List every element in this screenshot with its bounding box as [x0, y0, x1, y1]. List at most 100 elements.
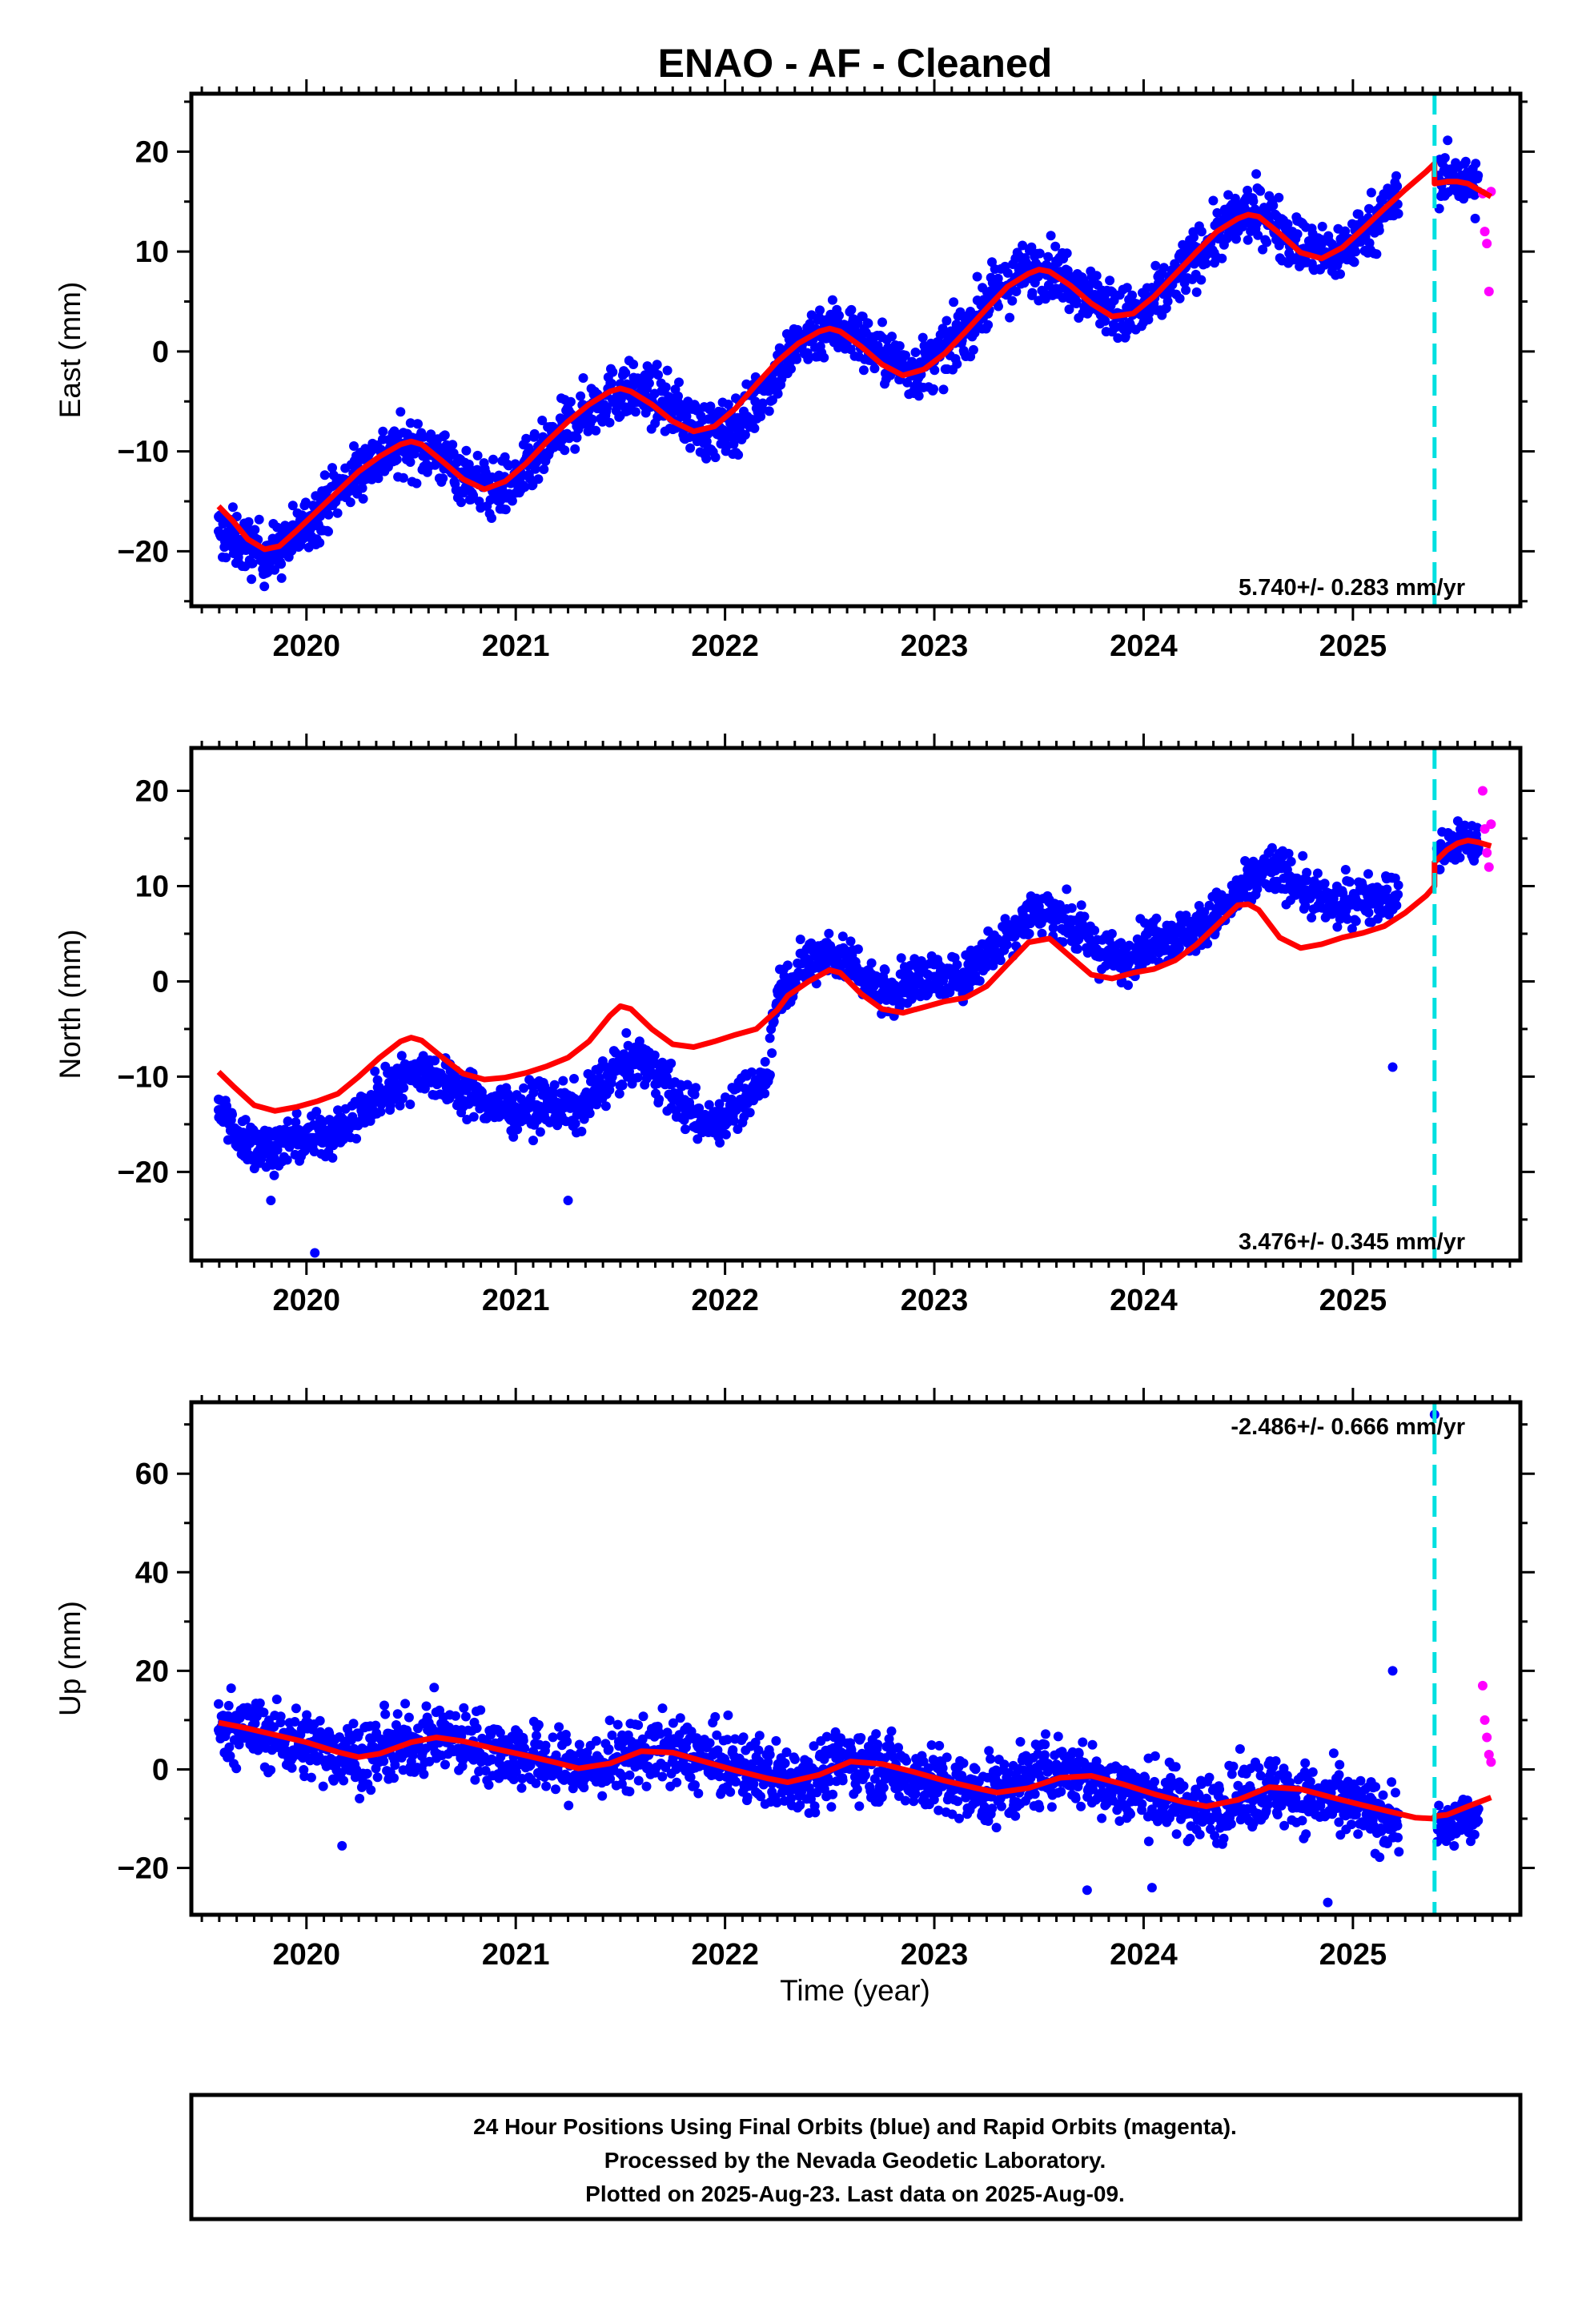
north-final-point: [1387, 1062, 1398, 1072]
east-final-point: [1005, 312, 1015, 323]
north-final-point: [682, 1080, 693, 1090]
east-final-point: [1371, 249, 1382, 259]
east-final-point: [1434, 203, 1444, 214]
east-final-point: [358, 493, 368, 504]
east-x-tick-label: 2022: [691, 629, 759, 663]
east-final-point: [606, 378, 616, 388]
north-final-point: [511, 1105, 521, 1116]
north-final-point: [528, 1088, 539, 1098]
up-final-point: [564, 1800, 574, 1811]
north-final-point: [699, 1119, 709, 1129]
east-final-point: [952, 359, 962, 369]
north-final-point: [1201, 919, 1211, 930]
north-final-point: [1106, 929, 1117, 939]
north-final-point: [395, 1100, 405, 1111]
north-rapid-point: [1482, 847, 1492, 858]
north-final-point: [594, 1073, 604, 1084]
east-final-point: [1243, 235, 1253, 245]
north-final-point: [908, 976, 918, 987]
up-final-point: [440, 1759, 450, 1770]
east-final-point: [570, 444, 580, 454]
east-final-point: [1034, 248, 1045, 259]
up-final-point: [520, 1743, 530, 1754]
north-final-point: [1363, 869, 1373, 879]
up-final-point: [533, 1719, 544, 1730]
up-final-point: [234, 1739, 244, 1750]
up-final-point: [372, 1772, 383, 1783]
east-final-point: [942, 316, 952, 326]
east-final-point: [604, 417, 615, 428]
east-final-point: [276, 559, 287, 569]
east-final-point: [349, 441, 359, 451]
north-final-point: [224, 1119, 235, 1129]
east-final-point: [827, 295, 837, 305]
north-y-tick-label: −20: [118, 1156, 169, 1189]
east-final-point: [756, 412, 766, 421]
north-final-point: [1285, 871, 1295, 882]
east-final-point: [332, 508, 343, 518]
up-final-point: [371, 1720, 381, 1731]
east-final-point: [319, 470, 330, 480]
north-final-point: [1076, 900, 1086, 911]
up-final-point: [541, 1781, 552, 1791]
up-final-point: [271, 1695, 282, 1704]
east-final-point: [472, 450, 483, 460]
east-final-point: [761, 381, 772, 392]
north-final-point: [615, 1062, 625, 1072]
east-final-point: [863, 318, 873, 328]
east-final-point: [1208, 195, 1219, 206]
north-rate-annotation: 3.476+/- 0.345 mm/yr: [1239, 1229, 1465, 1255]
up-final-point: [548, 1732, 558, 1743]
north-final-point: [343, 1119, 354, 1129]
up-final-point: [472, 1723, 482, 1733]
north-final-point: [804, 957, 814, 967]
east-final-point: [815, 305, 825, 316]
north-final-point: [406, 1067, 416, 1077]
east-final-point: [1011, 287, 1022, 296]
north-plot-area: [213, 748, 1496, 1261]
east-final-point: [250, 525, 260, 535]
north-final-point: [636, 1057, 647, 1068]
east-final-point: [741, 411, 751, 421]
north-final-point: [1243, 881, 1254, 891]
north-final-point: [1248, 856, 1259, 866]
east-final-point: [578, 373, 588, 383]
north-final-point: [678, 1100, 689, 1111]
north-final-point: [1072, 944, 1082, 954]
north-final-point: [1066, 903, 1077, 913]
panel-east: 2020 2021 2022 2023 2024 2025−20−1001020East …: [54, 79, 1535, 663]
east-final-point: [357, 483, 367, 493]
east-final-point: [894, 341, 905, 351]
north-final-point: [235, 1128, 245, 1139]
east-final-point: [685, 443, 696, 453]
east-final-point: [740, 430, 750, 440]
east-x-tick-label: 2021: [482, 629, 550, 663]
east-rapid-point: [1482, 239, 1492, 249]
north-x-tick-label: 2022: [691, 1284, 759, 1317]
east-final-point: [803, 354, 813, 364]
east-final-point: [1043, 251, 1054, 262]
north-y-tick-label: −10: [118, 1060, 169, 1094]
north-final-point: [952, 959, 962, 970]
east-final-point: [323, 509, 334, 520]
north-final-point: [760, 1056, 770, 1067]
north-final-point: [761, 1072, 772, 1082]
north-final-point: [1267, 842, 1277, 853]
north-final-point: [535, 1127, 545, 1137]
north-final-point: [240, 1115, 251, 1125]
north-final-point: [468, 1091, 479, 1101]
up-final-point: [470, 1775, 480, 1785]
east-final-point: [1335, 269, 1345, 279]
east-final-point: [1248, 196, 1259, 207]
north-final-point: [1298, 850, 1308, 861]
north-final-point: [1286, 856, 1296, 866]
east-final-point: [602, 402, 612, 412]
up-final-point: [231, 1763, 242, 1774]
up-final-point: [275, 1711, 286, 1722]
up-final-point: [420, 1743, 431, 1754]
north-final-point: [632, 1072, 643, 1083]
north-x-tick-label: 2024: [1110, 1284, 1178, 1317]
east-final-point: [907, 356, 917, 367]
north-final-point: [681, 1124, 690, 1135]
north-final-point: [490, 1100, 500, 1111]
